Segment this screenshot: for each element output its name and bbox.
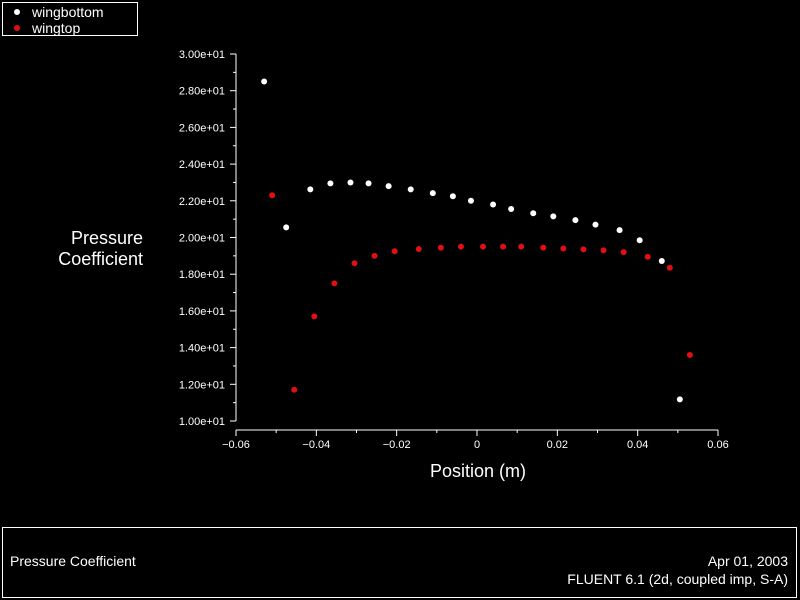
wingtop-point (600, 247, 607, 254)
wingbottom-point (467, 197, 474, 204)
footer-panel: Pressure Coefficient Apr 01, 2003 FLUENT… (2, 527, 797, 598)
wingtop-point (500, 243, 507, 250)
wingtop-point (457, 243, 464, 250)
wingtop-point (371, 252, 378, 259)
y-tick-label: 1.40e+01 (179, 343, 225, 355)
x-tick-label: −0.04 (302, 439, 330, 451)
wingbottom-point (658, 257, 665, 264)
wingbottom-point (616, 227, 623, 234)
x-tick-label: 0.06 (707, 439, 728, 451)
y-tick-label: 1.00e+01 (179, 416, 225, 428)
x-tick-label: −0.06 (222, 439, 250, 451)
y-tick-label: 1.60e+01 (179, 306, 225, 318)
wingtop-point (437, 244, 444, 251)
wingtop-point (560, 245, 567, 252)
wingbottom-point (508, 206, 515, 213)
wingbottom-point (283, 224, 290, 231)
y-axis-title-line-1: Pressure (71, 228, 143, 248)
wingbottom-point (490, 201, 497, 208)
wingtop-point (311, 313, 318, 320)
footer-date: Apr 01, 2003 (707, 553, 788, 569)
y-tick-label: 2.00e+01 (179, 233, 225, 245)
wingtop-point (644, 253, 651, 260)
wingbottom-point (572, 217, 579, 224)
wingtop-point (351, 260, 358, 267)
x-tick-label: 0 (474, 439, 480, 451)
legend-marker-wingtop (14, 25, 20, 31)
wingtop-point (331, 280, 338, 287)
y-axis: 1.00e+01 1.20e+01 1.40e+01 1.60e+01 1.80e+01… (179, 49, 237, 428)
wingbottom-point (676, 396, 683, 403)
wingtop-point (391, 248, 398, 255)
y-tick-label: 1.80e+01 (179, 269, 225, 281)
y-tick-label: 2.80e+01 (179, 86, 225, 98)
x-tick-label: −0.02 (383, 439, 411, 451)
legend-label-wingbottom: wingbottom (31, 4, 104, 20)
wingtop-point (540, 244, 547, 251)
footer-title: Pressure Coefficient (10, 553, 136, 569)
wingtop-point (480, 243, 487, 250)
legend-marker-wingbottom (14, 9, 20, 15)
wingtop-point (415, 246, 422, 253)
wingtop-point (580, 246, 587, 253)
x-axis-title: Position (m) (430, 461, 526, 481)
wingbottom-point (407, 186, 414, 193)
wingtop-point (666, 264, 673, 271)
wingbottom-point (636, 237, 643, 244)
wingtop-point (269, 192, 276, 199)
y-tick-label: 1.20e+01 (179, 379, 225, 391)
wingtop-point (620, 249, 627, 256)
wingbottom-point (449, 193, 456, 200)
y-tick-label: 2.20e+01 (179, 196, 225, 208)
wingbottom-point (261, 78, 268, 85)
x-tick-label: 0.04 (627, 439, 648, 451)
wingbottom-point (429, 190, 436, 197)
data-points (261, 78, 693, 403)
wingbottom-point (327, 180, 334, 187)
wingbottom-point (530, 210, 537, 217)
wingbottom-point (592, 221, 599, 228)
y-tick-label: 2.60e+01 (179, 122, 225, 134)
legend-label-wingtop: wingtop (31, 20, 80, 35)
y-tick-label: 3.00e+01 (179, 49, 225, 61)
footer-solver-info: FLUENT 6.1 (2d, coupled imp, S-A) (567, 571, 788, 587)
x-tick-label: 0.02 (547, 439, 568, 451)
wingbottom-point (385, 183, 392, 190)
x-axis: −0.06 −0.04 −0.02 0 0.02 0.04 0.06 (222, 429, 729, 451)
wingtop-point (291, 386, 298, 393)
wingbottom-point (307, 186, 314, 193)
series-wingbottom (261, 78, 683, 403)
series-wingtop (269, 192, 693, 393)
wingbottom-point (365, 180, 372, 187)
y-axis-title-line-2: Coefficient (58, 249, 143, 269)
legend: wingbottom wingtop (2, 2, 138, 36)
wingtop-point (686, 351, 693, 358)
y-tick-label: 2.40e+01 (179, 159, 225, 171)
wingtop-point (518, 243, 525, 250)
chart-plot: 1.00e+01 1.20e+01 1.40e+01 1.60e+01 1.80e+01… (58, 49, 729, 481)
wingbottom-point (347, 179, 354, 186)
wingbottom-point (550, 213, 557, 220)
